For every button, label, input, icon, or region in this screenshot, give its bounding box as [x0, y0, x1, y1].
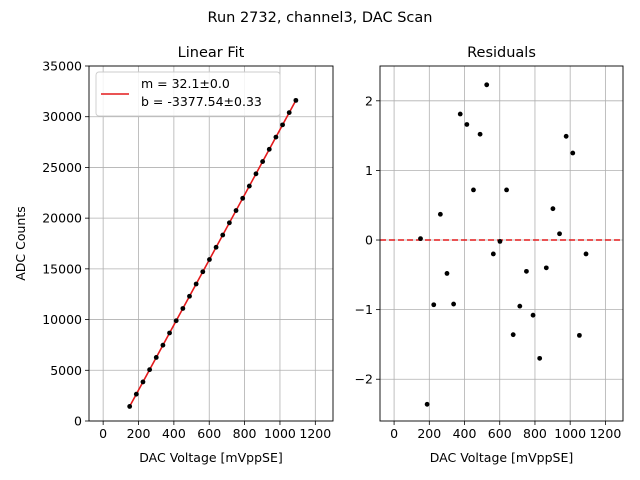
data-point	[537, 355, 543, 361]
x-tick-label: 400	[453, 426, 477, 441]
x-tick-label: 0	[99, 426, 107, 441]
x-tick-label: 600	[197, 426, 221, 441]
data-point	[477, 131, 483, 137]
data-point	[437, 211, 443, 217]
x-axis-label: DAC Voltage [mVppSE]	[430, 450, 573, 465]
legend-slope-label: m = 32.1±0.0	[141, 76, 230, 91]
data-point	[207, 257, 212, 262]
data-point	[543, 265, 549, 271]
data-point	[484, 82, 490, 88]
data-point	[200, 269, 206, 275]
y-tick-label: −1	[355, 302, 373, 317]
y-tick-label: 25000	[42, 160, 82, 175]
data-point	[147, 367, 153, 373]
y-tick-label: 10000	[42, 312, 82, 327]
data-point	[444, 271, 450, 276]
data-point	[530, 312, 536, 318]
data-point	[273, 134, 279, 140]
x-tick-label: 0	[390, 426, 398, 441]
data-point	[517, 303, 523, 309]
y-tick-label: 35000	[42, 59, 82, 74]
figure-suptitle: Run 2732, channel3, DAC Scan	[208, 10, 433, 26]
data-point	[240, 195, 246, 201]
y-axis-label: ADC Counts	[13, 206, 28, 281]
data-point	[490, 251, 496, 257]
x-tick-label: 400	[162, 426, 186, 441]
data-point	[233, 208, 239, 213]
y-tick-label: 20000	[42, 211, 82, 226]
data-point	[557, 231, 562, 237]
data-point	[167, 330, 172, 336]
x-tick-label: 200	[417, 426, 441, 441]
data-point	[471, 187, 476, 193]
y-tick-label: 2	[365, 93, 373, 108]
data-point	[246, 183, 252, 189]
x-tick-label: 800	[233, 426, 257, 441]
legend-intercept-label: b = -3377.54±0.33	[141, 94, 262, 109]
data-point	[464, 122, 470, 127]
data-point	[127, 404, 133, 409]
data-point	[187, 293, 192, 299]
data-point	[563, 133, 569, 139]
data-point	[133, 391, 139, 397]
x-tick-label: 200	[127, 426, 151, 441]
data-point	[457, 111, 463, 117]
data-point	[510, 332, 516, 338]
y-tick-label: 5000	[50, 363, 82, 378]
x-tick-label: 600	[488, 426, 512, 441]
subplot-title: Residuals	[467, 45, 536, 61]
axes-frame	[88, 65, 334, 422]
data-point	[293, 97, 299, 103]
data-point	[570, 150, 576, 156]
subplot-title: Linear Fit	[178, 45, 245, 61]
data-point	[213, 244, 219, 250]
residuals-plot: 0 200 400 600 800 1000 1200 −2 −1 0 1 2 Residuals DAC…	[355, 45, 624, 465]
data-point	[431, 302, 437, 308]
data-point	[260, 159, 266, 164]
legend-box	[95, 71, 281, 117]
y-tick-label: 0	[74, 414, 82, 429]
x-tick-label: 1000	[554, 426, 586, 441]
data-point	[153, 355, 159, 360]
data-point	[497, 239, 503, 244]
data-point	[253, 171, 259, 177]
data-point	[424, 401, 430, 407]
data-point	[418, 236, 423, 242]
data-point	[286, 110, 292, 116]
x-tick-label: 800	[523, 426, 547, 441]
x-axis-label: DAC Voltage [mVppSE]	[139, 450, 282, 465]
data-point	[280, 122, 285, 128]
y-tick-label: −2	[355, 372, 373, 387]
y-tick-label: 30000	[42, 109, 82, 124]
data-point	[180, 306, 186, 311]
axes-frame	[379, 65, 624, 422]
data-point	[220, 232, 226, 238]
data-point	[524, 268, 529, 274]
data-point	[140, 379, 146, 385]
x-tick-label: 1200	[299, 426, 331, 441]
linear-fit-plot: 0 200 400 600 800 1000 1200 0 5000 10000 15000 2000…	[13, 45, 334, 465]
data-point	[577, 332, 582, 338]
y-tick-label: 15000	[42, 261, 82, 276]
data-point	[451, 301, 457, 307]
x-tick-label: 1000	[264, 426, 296, 441]
data-point	[550, 206, 556, 212]
data-point	[173, 318, 179, 324]
y-tick-label: 0	[365, 233, 373, 248]
data-point	[504, 187, 509, 193]
data-point	[266, 146, 272, 152]
data-point	[226, 220, 232, 226]
data-point	[160, 342, 166, 348]
fit-line	[128, 99, 297, 407]
data-point	[583, 251, 589, 257]
data-point	[193, 281, 199, 287]
y-tick-label: 1	[365, 163, 373, 178]
x-tick-label: 1200	[589, 426, 621, 441]
legend: m = 32.1±0.0 b = -3377.54±0.33	[95, 71, 281, 117]
